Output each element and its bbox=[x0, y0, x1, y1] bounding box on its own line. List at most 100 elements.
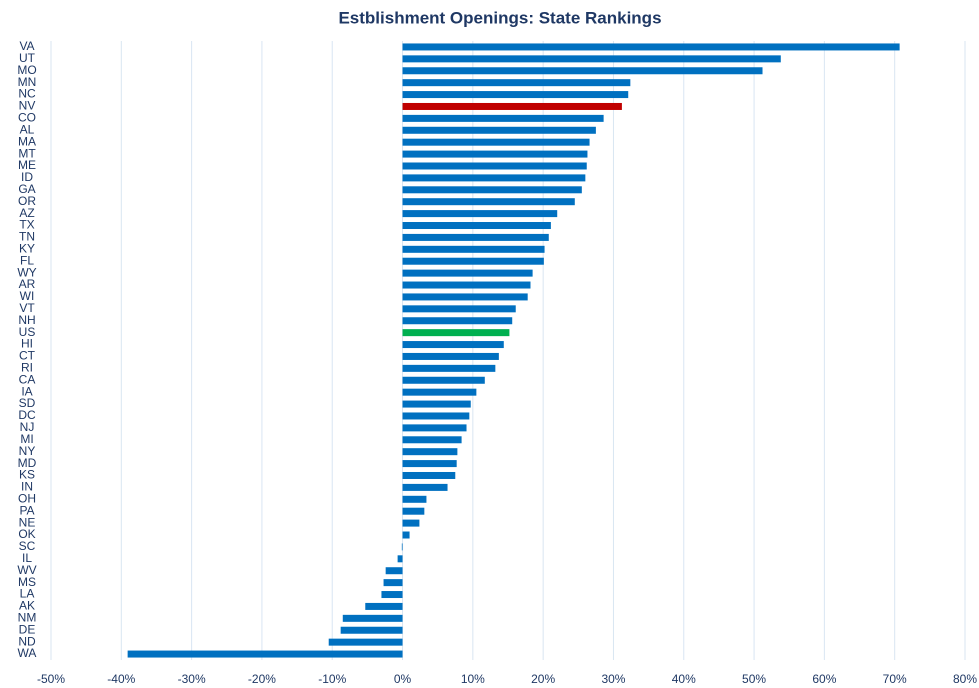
bar bbox=[402, 67, 763, 75]
bar bbox=[402, 376, 485, 384]
y-tick-label: OH bbox=[18, 491, 36, 505]
y-tick-label: VA bbox=[19, 39, 34, 53]
y-tick-label: MN bbox=[18, 75, 37, 89]
y-tick-label: AR bbox=[19, 277, 36, 291]
chart-title: Estblishment Openings: State Rankings bbox=[338, 8, 661, 27]
y-tick-label: MI bbox=[20, 432, 33, 446]
y-tick-label: TX bbox=[19, 218, 34, 232]
x-tick-label: 10% bbox=[461, 672, 485, 686]
bar bbox=[402, 162, 587, 170]
x-tick-label: 70% bbox=[883, 672, 907, 686]
x-tick-label: -20% bbox=[248, 672, 276, 686]
bar bbox=[402, 210, 558, 218]
y-tick-label: DC bbox=[18, 408, 36, 422]
bar bbox=[402, 400, 471, 408]
y-tick-label: LA bbox=[20, 587, 35, 601]
y-tick-label: DE bbox=[19, 622, 36, 636]
bar bbox=[402, 436, 462, 444]
bar bbox=[402, 317, 513, 325]
bar bbox=[402, 424, 467, 432]
y-tick-label: SD bbox=[19, 396, 36, 410]
y-tick-label: NC bbox=[18, 87, 36, 101]
y-tick-label: PA bbox=[19, 503, 34, 517]
bar bbox=[402, 245, 545, 253]
bar bbox=[402, 329, 510, 337]
x-tick-label: 60% bbox=[812, 672, 836, 686]
bar bbox=[402, 519, 420, 527]
y-tick-label: WA bbox=[18, 646, 37, 660]
y-tick-label: AL bbox=[20, 122, 35, 136]
y-tick-label: NJ bbox=[20, 420, 35, 434]
bar bbox=[402, 471, 456, 479]
y-tick-label: VT bbox=[19, 301, 35, 315]
bar bbox=[402, 460, 457, 468]
x-tick-label: 50% bbox=[742, 672, 766, 686]
bar bbox=[402, 114, 604, 122]
bar bbox=[402, 257, 544, 265]
y-tick-label: OR bbox=[18, 194, 36, 208]
y-tick-label: MA bbox=[18, 134, 36, 148]
bar bbox=[402, 364, 496, 372]
bar bbox=[402, 233, 549, 241]
x-tick-label: -50% bbox=[37, 672, 65, 686]
y-tick-label: IA bbox=[21, 384, 32, 398]
bar bbox=[402, 102, 622, 110]
y-tick-label: SC bbox=[19, 539, 36, 553]
bar bbox=[402, 79, 631, 87]
y-tick-label: OK bbox=[18, 527, 35, 541]
y-tick-label: CO bbox=[18, 111, 36, 125]
y-tick-label: ND bbox=[18, 634, 36, 648]
x-tick-label: 0% bbox=[394, 672, 412, 686]
bar bbox=[402, 507, 425, 515]
bar bbox=[402, 222, 551, 230]
y-tick-label: MS bbox=[18, 575, 36, 589]
bar bbox=[402, 281, 531, 289]
bar bbox=[402, 495, 427, 503]
y-tick-label: KY bbox=[19, 241, 35, 255]
x-tick-label: 80% bbox=[953, 672, 977, 686]
y-tick-label: ID bbox=[21, 170, 33, 184]
y-tick-label: IL bbox=[22, 551, 32, 565]
y-tick-label: RI bbox=[21, 361, 33, 375]
bar bbox=[402, 126, 596, 134]
y-tick-label: NE bbox=[19, 515, 36, 529]
bar bbox=[402, 305, 516, 313]
y-tick-label: TN bbox=[19, 230, 35, 244]
bar bbox=[402, 531, 410, 539]
y-tick-label: NM bbox=[18, 611, 37, 625]
x-tick-label: -10% bbox=[318, 672, 346, 686]
bar bbox=[402, 412, 470, 420]
y-tick-label: WI bbox=[20, 289, 35, 303]
y-tick-label: AK bbox=[19, 599, 35, 613]
bar bbox=[127, 650, 403, 658]
bar bbox=[365, 602, 403, 610]
bar bbox=[402, 483, 448, 491]
bar bbox=[402, 55, 781, 63]
y-tick-label: ME bbox=[18, 158, 36, 172]
bar bbox=[397, 555, 403, 563]
x-tick-label: -40% bbox=[107, 672, 135, 686]
bar bbox=[402, 341, 504, 349]
bar bbox=[402, 174, 586, 182]
bar bbox=[342, 614, 403, 622]
bar bbox=[402, 448, 458, 456]
y-tick-label: CT bbox=[19, 349, 36, 363]
bar bbox=[402, 388, 477, 396]
y-tick-label: KS bbox=[19, 468, 35, 482]
y-tick-label: HI bbox=[21, 337, 33, 351]
y-tick-label: MD bbox=[18, 456, 37, 470]
y-tick-label: NV bbox=[19, 99, 36, 113]
x-tick-label: -30% bbox=[178, 672, 206, 686]
bar bbox=[381, 591, 403, 599]
y-tick-label: UT bbox=[19, 51, 36, 65]
bar bbox=[402, 352, 499, 360]
y-tick-label: US bbox=[19, 325, 36, 339]
y-tick-label: NY bbox=[19, 444, 36, 458]
x-tick-label: 20% bbox=[531, 672, 555, 686]
bar bbox=[328, 638, 403, 646]
x-tick-label: 30% bbox=[601, 672, 625, 686]
y-tick-label: GA bbox=[18, 182, 35, 196]
y-tick-label: NH bbox=[18, 313, 35, 327]
bar bbox=[402, 150, 588, 158]
bar bbox=[402, 138, 590, 146]
